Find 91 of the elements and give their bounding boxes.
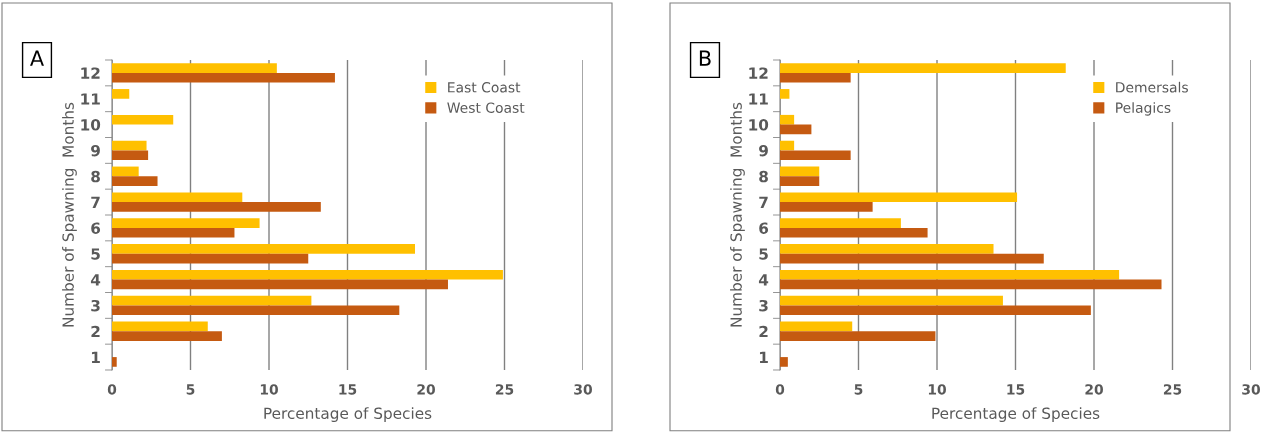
x-tick-label: 10 (928, 384, 946, 395)
y-tick-label: 2 (91, 325, 100, 338)
y-tick-label: 2 (759, 325, 768, 338)
bar (112, 150, 149, 161)
bar (780, 176, 820, 186)
bar (112, 269, 503, 280)
x-tick-label: 5 (854, 384, 863, 395)
bar (780, 72, 851, 83)
bar (780, 89, 790, 99)
y-tick-label: 8 (759, 170, 768, 183)
x-tick-label: 30 (1242, 384, 1260, 395)
y-tick-label: 9 (91, 144, 100, 157)
y-axis-title: Number of Spawning Months (62, 102, 77, 327)
bar (780, 166, 820, 177)
y-tick-label: 11 (749, 93, 768, 105)
x-tick-label: 15 (1007, 384, 1025, 395)
y-tick-label: 11 (81, 93, 100, 105)
bar (780, 295, 1003, 306)
y-tick-label: 4 (758, 274, 769, 286)
bar (780, 244, 994, 254)
x-tick-label: 5 (186, 384, 195, 395)
bar (780, 140, 795, 151)
y-tick-label: 3 (91, 299, 100, 312)
bar (112, 305, 400, 316)
y-tick-label: 8 (91, 170, 100, 183)
text: A (30, 50, 44, 66)
bar (780, 124, 812, 135)
bar (780, 305, 1091, 316)
x-tick-label: 25 (1163, 384, 1182, 395)
x-tick-label: 10 (260, 384, 278, 395)
bar (112, 244, 416, 254)
bar (112, 218, 260, 228)
bar (112, 279, 448, 290)
legend-label: East Coast (448, 82, 521, 93)
bar (780, 253, 1044, 264)
x-tick-label: 0 (107, 384, 117, 395)
bar (780, 192, 1018, 203)
y-tick-label: 1 (91, 351, 100, 363)
bar (112, 63, 277, 73)
x-tick-label: 0 (775, 384, 785, 395)
legend-label: West Coast (447, 102, 525, 113)
y-axis-title: Number of Spawning Months (730, 102, 745, 327)
bar (780, 227, 928, 238)
bar (112, 176, 158, 186)
bar (112, 166, 139, 177)
y-tick-label: 7 (91, 196, 100, 208)
bar (780, 357, 788, 367)
bar (112, 331, 222, 341)
y-tick-label: 9 (759, 144, 768, 157)
y-tick-label: 6 (91, 222, 101, 234)
bar (780, 321, 853, 332)
bar (112, 295, 312, 306)
y-tick-label: 12 (81, 67, 100, 79)
x-tick-label: 20 (417, 384, 435, 395)
y-tick-label: 7 (759, 196, 768, 208)
y-tick-label: 3 (759, 299, 768, 312)
bar (112, 227, 235, 238)
y-tick-label: 4 (90, 274, 101, 286)
text: B (699, 50, 711, 66)
y-tick-label: 1 (759, 351, 768, 363)
y-tick-label: 5 (759, 248, 768, 260)
x-tick-label: 25 (495, 384, 514, 395)
x-axis-title: Percentage of Species (932, 407, 1100, 422)
y-tick-label: 5 (91, 248, 100, 260)
legend-label: Demersals (1116, 81, 1188, 93)
x-tick-label: 30 (574, 384, 592, 395)
y-tick-label: 6 (759, 222, 769, 234)
bar (780, 114, 795, 125)
bar (112, 114, 174, 125)
bar (112, 140, 147, 151)
bar (112, 202, 321, 212)
bar (780, 150, 851, 161)
bar (112, 72, 335, 83)
bar (780, 279, 1162, 290)
x-tick-label: 15 (339, 384, 357, 395)
legend-label: Pelagics (1116, 102, 1171, 116)
bar (780, 202, 873, 212)
bar (112, 89, 130, 99)
bar (112, 357, 117, 367)
bar (112, 253, 309, 264)
bar (780, 63, 1066, 73)
bar (112, 321, 208, 332)
bar (780, 331, 936, 341)
x-axis-title: Percentage of Species (264, 407, 432, 422)
y-tick-label: 12 (749, 67, 768, 79)
y-tick-label: 10 (81, 119, 101, 131)
bar (112, 192, 243, 203)
x-tick-label: 20 (1085, 384, 1103, 395)
y-tick-label: 10 (749, 119, 769, 131)
bar (780, 218, 901, 228)
bar (780, 269, 1120, 280)
